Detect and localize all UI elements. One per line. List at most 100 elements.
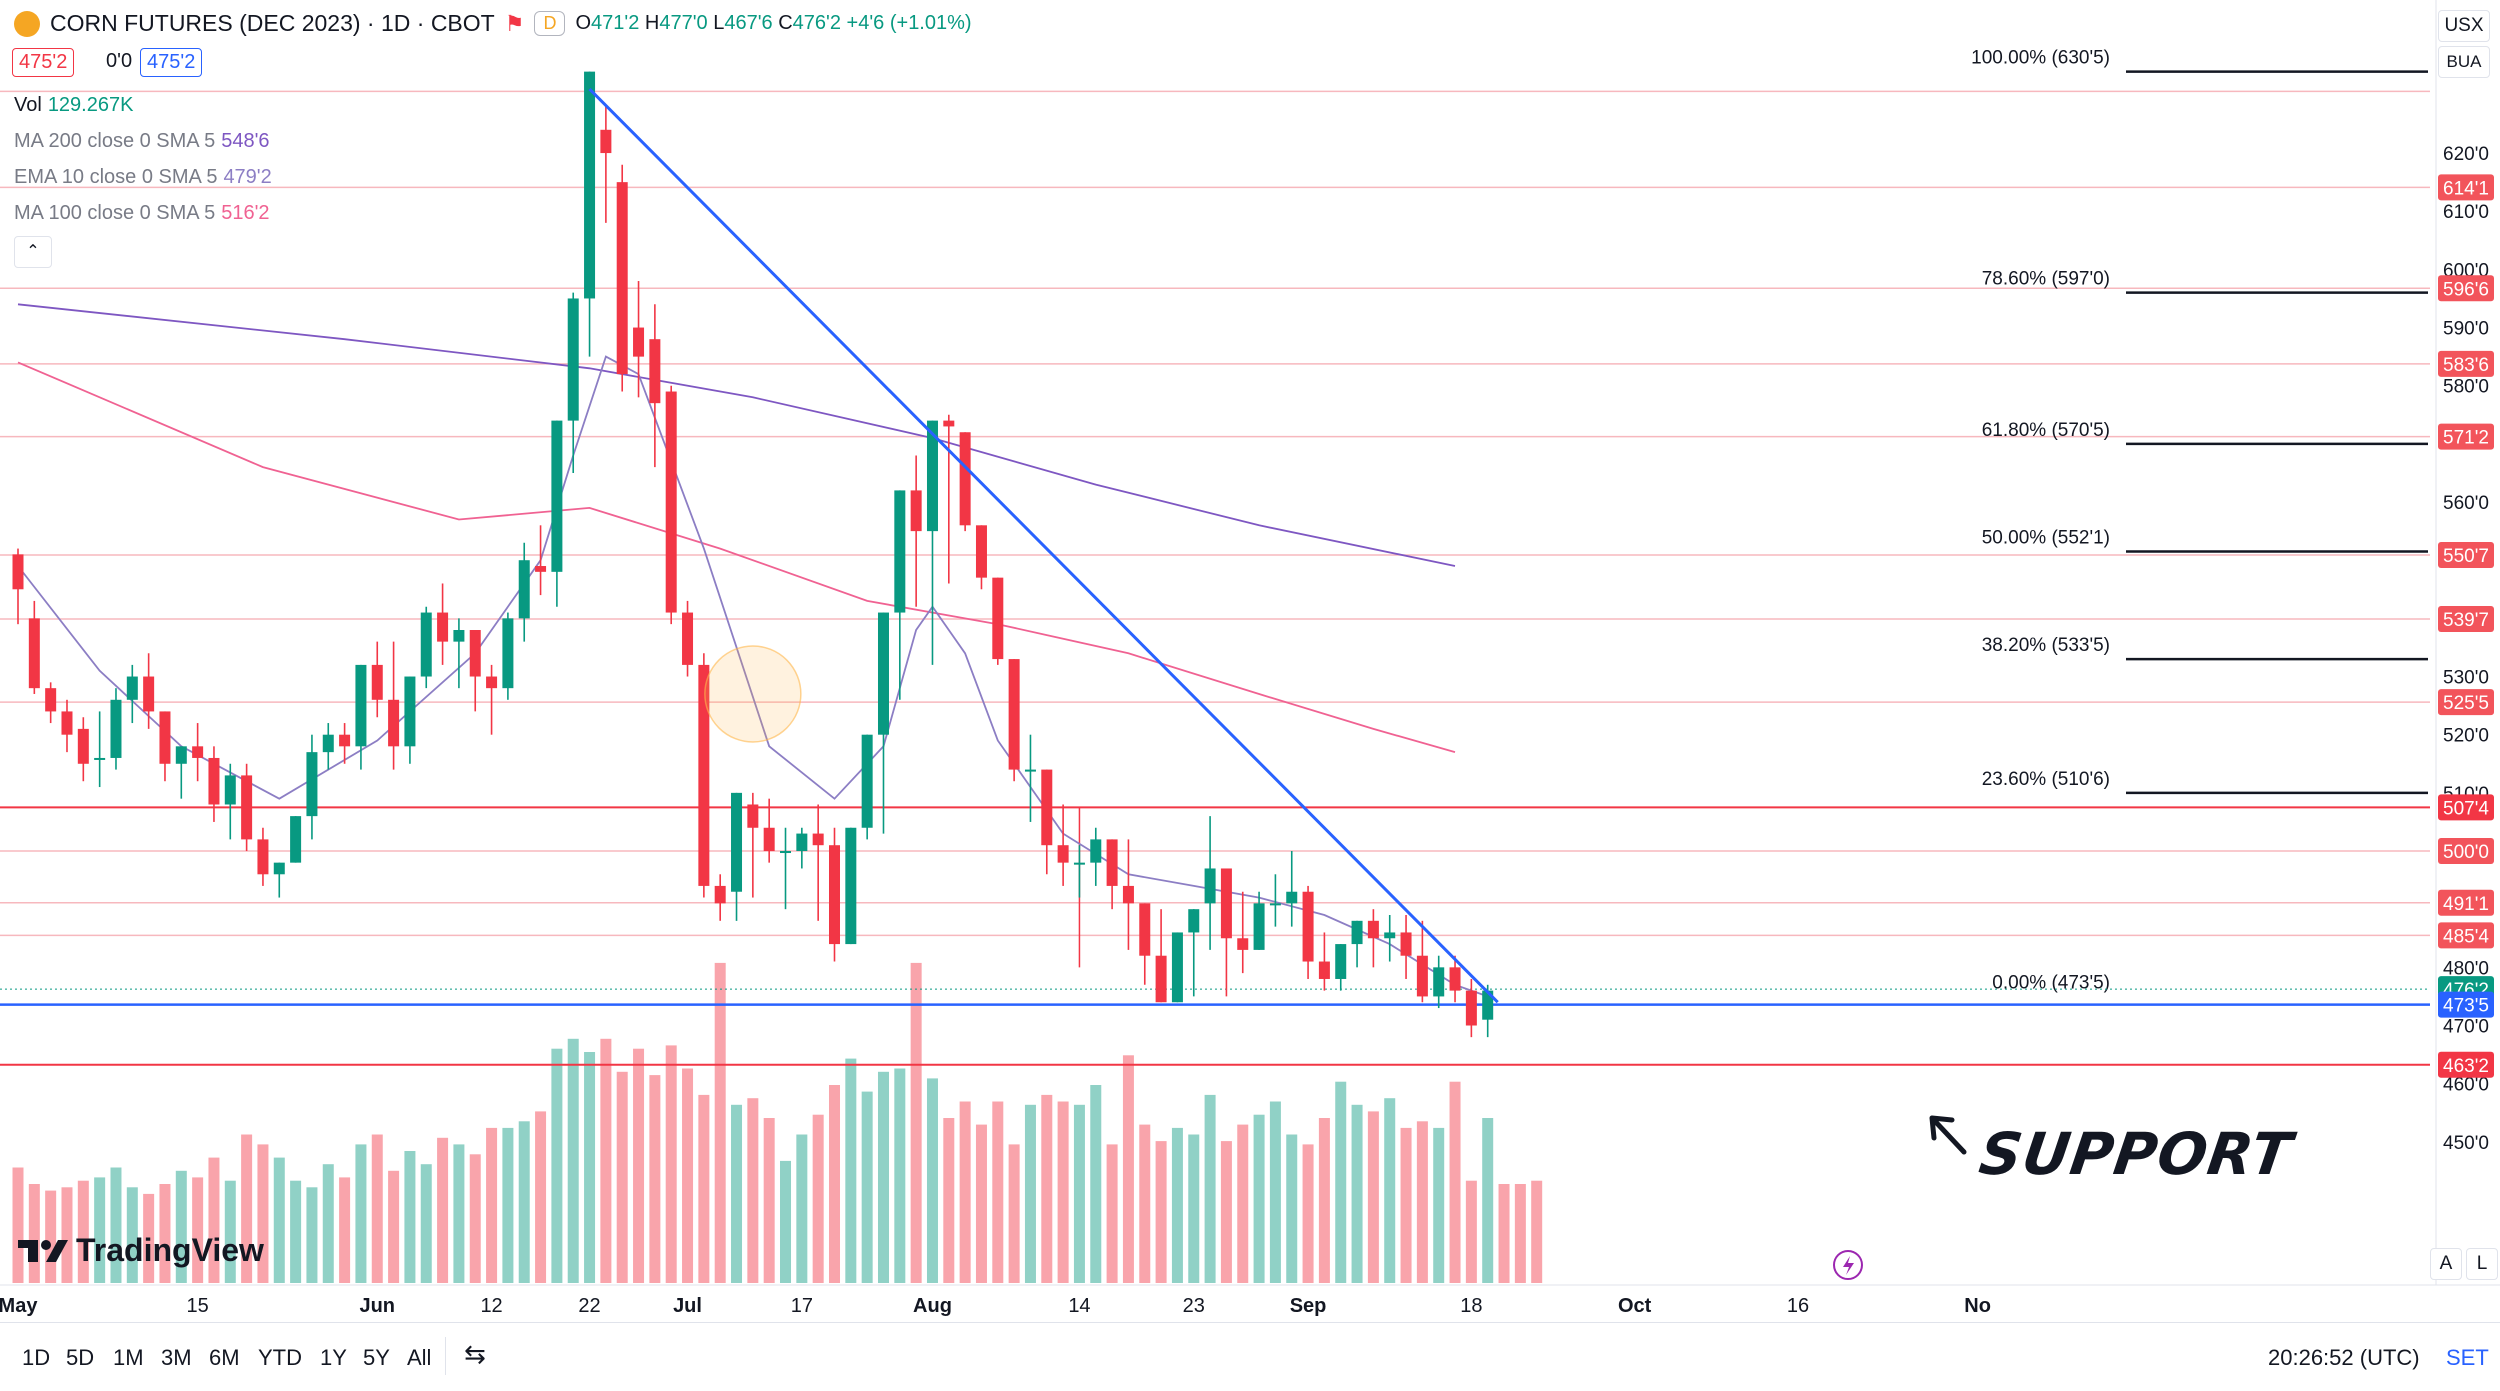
y-tick-label: 610'0: [2443, 202, 2489, 223]
y-tick-label: 460'0: [2443, 1075, 2489, 1096]
price-level-tag-bg: [2438, 689, 2494, 716]
symbol-header: CORN FUTURES (DEC 2023) · 1D · CBOT ⚑ D …: [14, 10, 972, 37]
price-level-tag-bg: [2438, 174, 2494, 201]
price-level-tag: 583'6: [2443, 355, 2489, 376]
price-level-tag-bg: [2438, 423, 2494, 450]
lightning-glyph: [1843, 1256, 1854, 1275]
candle-body: [1433, 967, 1445, 997]
price-level-tag: 550'7: [2443, 546, 2489, 567]
candle-body: [894, 490, 906, 613]
candle-body: [1171, 932, 1183, 1003]
symbol-title[interactable]: CORN FUTURES (DEC 2023) · 1D · CBOT: [50, 10, 495, 36]
tf-5y[interactable]: 5Y: [363, 1345, 390, 1370]
fib-level-label: 0.00% (473'5): [1992, 972, 2110, 993]
candle-body: [926, 420, 938, 532]
volume-legend[interactable]: Vol 129.267K: [14, 94, 134, 116]
candle-body: [1482, 990, 1494, 1020]
candle-body: [175, 746, 187, 764]
tradingview-logo[interactable]: TradingView: [16, 1232, 264, 1269]
candle-body: [763, 827, 775, 852]
candle-body: [1449, 967, 1461, 991]
x-tick-label: 12: [480, 1295, 502, 1317]
tf-all[interactable]: All: [407, 1345, 432, 1370]
x-tick-label: 18: [1460, 1295, 1482, 1317]
ema10-legend[interactable]: EMA 10 close 0 SMA 5 479'2: [14, 166, 272, 188]
price-level-tag-bg: [2438, 350, 2494, 377]
volume-bar: [943, 1118, 955, 1283]
volume-bar: [126, 1187, 138, 1283]
candle-body: [1237, 938, 1249, 950]
candle-body: [1400, 932, 1412, 956]
candle-body: [1073, 862, 1085, 865]
candle-body: [1465, 990, 1477, 1026]
currency-button[interactable]: USX: [2438, 10, 2490, 42]
fib-level-label: 50.00% (552'1): [1982, 527, 2110, 548]
volume-bar: [339, 1177, 351, 1283]
tf-ytd[interactable]: YTD: [258, 1345, 302, 1370]
tf-1d[interactable]: 1D: [22, 1345, 51, 1370]
ma100-legend[interactable]: MA 100 close 0 SMA 5 516'2: [14, 202, 270, 224]
date-range-icon[interactable]: ⇆: [464, 1339, 486, 1369]
candle-body: [1351, 920, 1363, 945]
x-tick-label: 14: [1068, 1295, 1090, 1317]
support-annotation: SUPPORT: [1975, 1120, 2297, 1188]
candle-body: [322, 734, 334, 753]
candle-body: [453, 630, 465, 642]
candle-body: [143, 676, 155, 712]
fib-level-label: 38.20% (533'5): [1982, 635, 2110, 656]
chevron-up-icon[interactable]: ⌃: [14, 236, 52, 268]
fib-level-label: 61.80% (570'5): [1982, 420, 2110, 441]
volume-bar: [12, 1167, 24, 1283]
flag-icon[interactable]: ⚑: [504, 10, 525, 36]
volume-bar: [28, 1184, 40, 1283]
candle-body: [94, 757, 106, 760]
trend-line: [588, 88, 1499, 1004]
moving-average-line: [17, 361, 1456, 753]
volume-bar: [567, 1038, 579, 1283]
price-level-tag-bg: [2438, 275, 2494, 302]
tf-5d[interactable]: 5D: [66, 1345, 95, 1370]
support-price-tag-bg: [2438, 991, 2494, 1018]
volume-bar: [224, 1180, 236, 1283]
auto-scale-button[interactable]: A: [2430, 1248, 2462, 1280]
volume-bar: [698, 1094, 710, 1283]
ask-price[interactable]: 475'2: [140, 48, 203, 77]
tf-1m[interactable]: 1M: [113, 1345, 144, 1370]
candle-body: [208, 757, 220, 805]
candle-body: [290, 816, 302, 863]
volume-bar: [1286, 1134, 1298, 1283]
bid-price[interactable]: 475'2: [12, 48, 75, 77]
x-tick-label: May: [0, 1295, 38, 1317]
ma200-legend[interactable]: MA 200 close 0 SMA 5 548'6: [14, 130, 270, 152]
fib-level-label: 78.60% (597'0): [1982, 269, 2110, 290]
unit-button[interactable]: BUA: [2438, 46, 2490, 78]
price-level-tag: 463'2: [2443, 1056, 2489, 1077]
tf-3m[interactable]: 3M: [161, 1345, 192, 1370]
tf-6m[interactable]: 6M: [209, 1345, 240, 1370]
volume-bar: [355, 1144, 367, 1283]
volume-bar: [682, 1068, 694, 1283]
x-tick-label: Jun: [359, 1295, 395, 1317]
volume-bar: [649, 1075, 661, 1283]
candle-body: [747, 804, 759, 828]
delayed-badge[interactable]: D: [534, 11, 566, 36]
session-button[interactable]: SET: [2446, 1345, 2489, 1370]
price-level-tag-bg: [2438, 922, 2494, 949]
price-chart[interactable]: 100.00% (630'5) 78.60% (597'0) 61.80% (570…: [0, 0, 2500, 1322]
volume-bar: [812, 1114, 824, 1283]
volume-bar: [290, 1180, 302, 1283]
candle-body: [682, 612, 694, 665]
volume-bar: [1139, 1124, 1151, 1283]
tf-1y[interactable]: 1Y: [320, 1345, 347, 1370]
volume-bar: [518, 1121, 530, 1283]
volume-bar: [731, 1104, 743, 1283]
log-scale-button[interactable]: L: [2466, 1248, 2498, 1280]
volume-bar: [535, 1111, 547, 1283]
price-level-tag: 539'7: [2443, 610, 2489, 631]
candle-body: [502, 618, 514, 689]
candle-body: [192, 746, 204, 758]
candle-body: [567, 298, 579, 421]
candle-body: [649, 339, 661, 404]
clock[interactable]: 20:26:52 (UTC): [2268, 1345, 2420, 1370]
candle-body: [12, 554, 24, 590]
